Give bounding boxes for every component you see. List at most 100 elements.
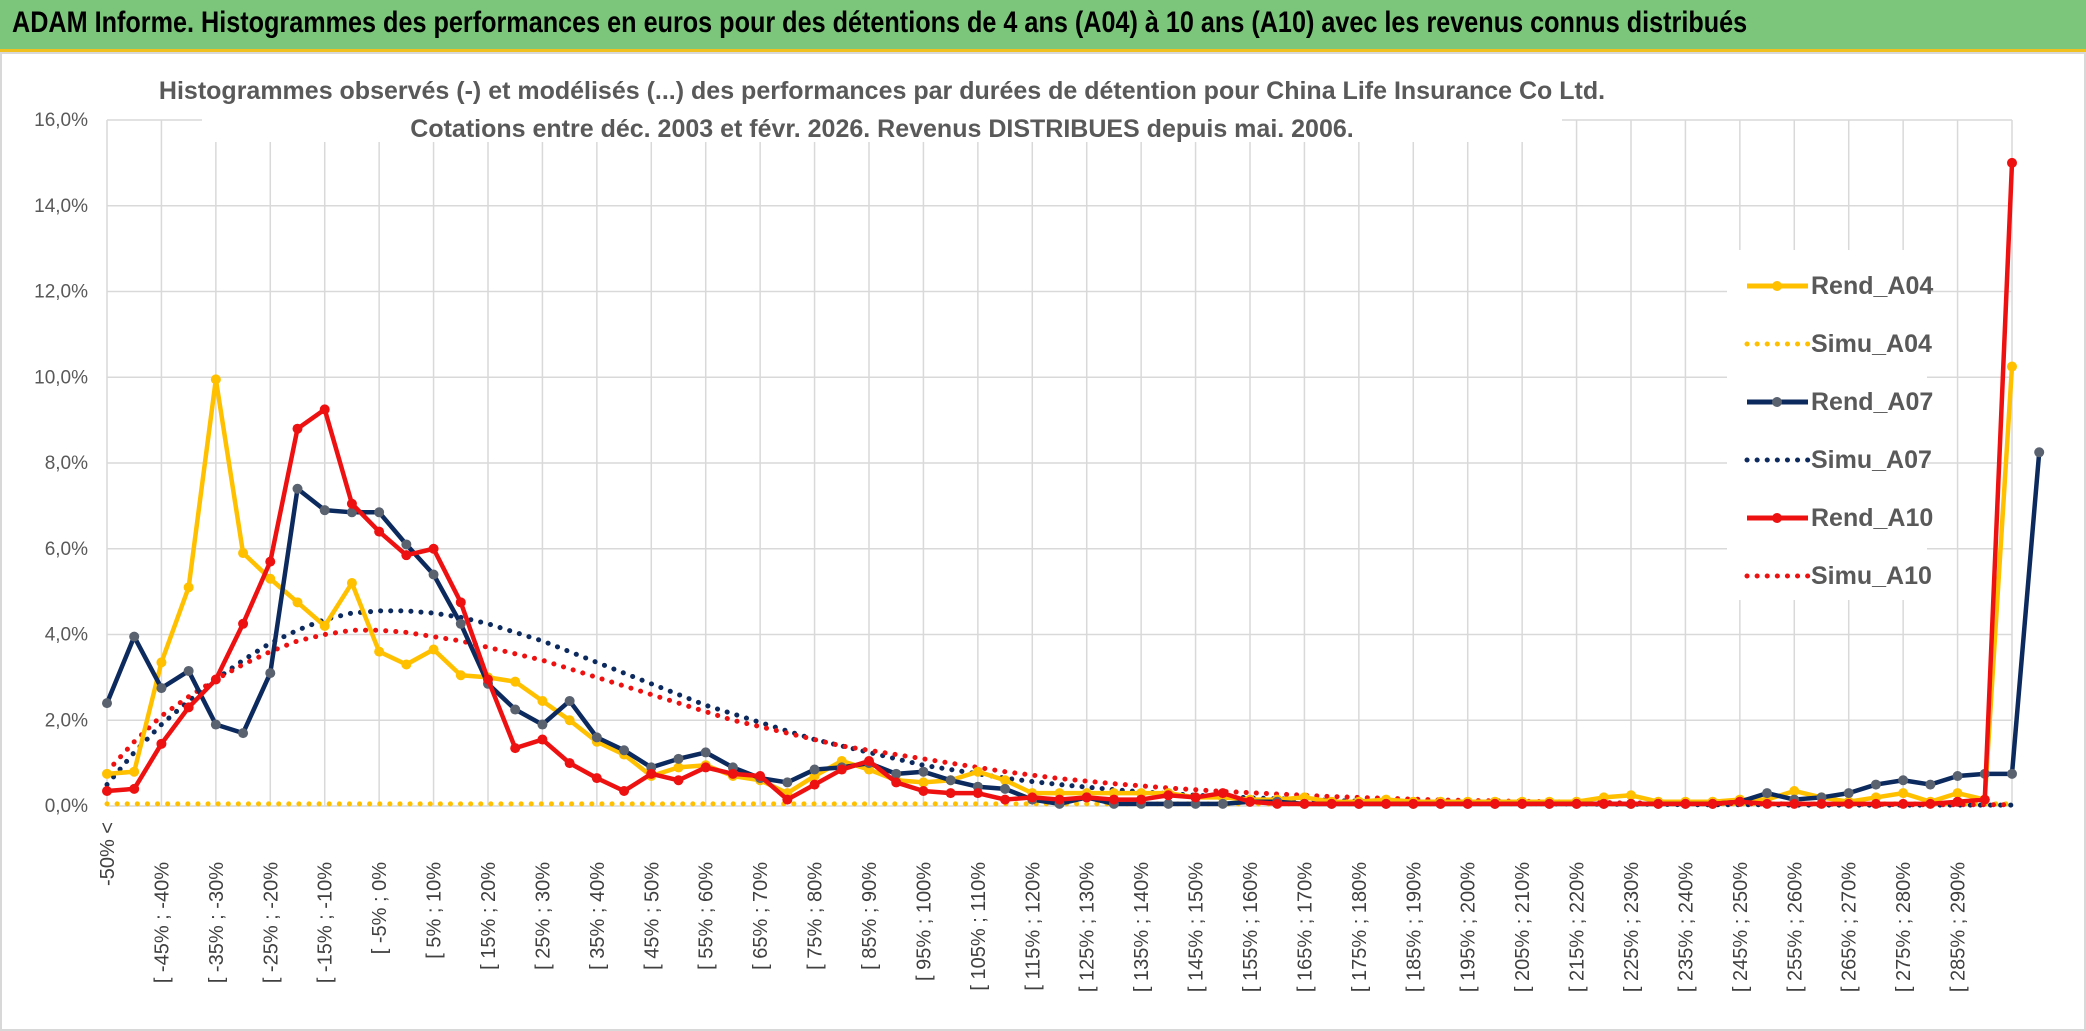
data-point [673,753,684,764]
x-tick-label: [ 5% ; 10% [424,862,446,959]
data-point [292,423,303,434]
series-line-simu_a10 [104,627,2015,808]
data-point [646,768,657,779]
x-tick-label: [ 265% ; 270% [1839,862,1861,992]
data-point [1952,796,1963,807]
data-point [428,644,439,655]
data-point [972,766,983,777]
legend-label: Simu_A04 [1811,330,1932,358]
x-tick-label: [ 145% ; 150% [1186,862,1208,992]
data-point [210,674,221,685]
data-point [401,539,412,550]
data-point [102,698,112,709]
data-point [319,505,330,516]
data-point [1163,790,1174,801]
y-tick-label: 4,0% [45,625,88,646]
data-point [238,548,249,559]
x-tick-label: [ 255% ; 260% [1784,862,1806,992]
data-point [292,483,303,494]
data-point [401,659,412,670]
data-point [836,764,847,775]
legend-item-rend-a07: Rend_A07 [1747,388,1933,416]
legend-label: Rend_A07 [1811,388,1933,416]
data-point [619,745,630,756]
x-tick-label: [ 25% ; 30% [532,862,554,970]
data-point [1272,798,1283,809]
x-tick-label: [ -15% ; -10% [315,862,337,983]
data-point [1027,792,1038,803]
data-point [1489,798,1500,809]
data-point [183,582,194,593]
series-rend-a10 [102,157,2017,809]
x-tick-label: [ 175% ; 180% [1349,862,1371,992]
data-point [102,785,112,796]
data-point [1626,798,1636,809]
data-point [1626,790,1636,801]
x-tick-label: [ 115% ; 120% [1022,862,1044,991]
data-point [1898,798,1909,809]
gridlines [106,119,2013,807]
series-line-rend_a10 [106,162,2015,807]
legend-marker [1772,397,1782,407]
x-tick-label: [ 125% ; 130% [1077,862,1099,992]
data-point [183,665,194,676]
data-point [782,794,793,805]
data-point [265,668,276,679]
data-point [1245,796,1255,807]
data-point [918,766,929,777]
data-point [210,719,221,730]
data-point [483,674,493,685]
data-point [1000,775,1011,786]
data-point [455,618,466,629]
data-point [1952,770,1963,781]
data-point [1816,798,1827,809]
x-tick-label: [ 215% ; 220% [1567,862,1589,992]
data-point [918,777,929,788]
data-point [1517,798,1528,809]
x-tick-label: [ 95% ; 100% [913,862,935,981]
data-point [537,734,548,745]
data-point [1326,798,1337,809]
banner-title: ADAM Informe. Histogrammes des performan… [12,6,1748,39]
y-tick-label: 16,0% [34,110,88,131]
x-tick-label: [ -35% ; -30% [206,862,228,983]
data-point [564,715,575,726]
data-point [673,775,684,786]
data-point [428,543,439,554]
data-point [755,770,766,781]
data-point [891,777,902,788]
x-tick-label: [ 75% ; 80% [805,862,827,970]
data-point [1136,794,1147,805]
data-point [1925,779,1936,790]
y-tick-label: 10,0% [34,367,88,388]
data-point [1680,798,1691,809]
data-point [1381,798,1392,809]
data-point [1789,785,1800,796]
data-point [265,573,276,584]
data-point [510,676,521,687]
legend-marker [1772,513,1782,523]
data-point [1762,788,1773,799]
data-point [1190,792,1201,803]
legend-item-simu-a04: Simu_A04 [1744,330,1932,358]
data-point [238,728,249,739]
y-tick-label: 14,0% [34,196,88,217]
data-point [319,620,330,631]
data-point [537,719,548,730]
data-point [564,695,575,706]
data-point [1571,798,1582,809]
x-tick-label: [ 105% ; 110% [968,862,990,991]
data-point [537,695,548,706]
data-point [156,738,167,749]
x-tick-label: [ 155% ; 160% [1240,862,1262,992]
data-point [1870,779,1881,790]
x-tick-label: [ 235% ; 240% [1675,862,1697,992]
chart-title-line-1: Histogrammes observés (-) et modélisés (… [159,77,1605,105]
data-point [2007,361,2017,372]
data-point [210,374,221,385]
data-point [1898,775,1909,786]
y-tick-label: 2,0% [45,710,88,731]
series-simu-a10 [104,627,2015,808]
data-point [891,768,902,779]
data-point [129,783,140,794]
